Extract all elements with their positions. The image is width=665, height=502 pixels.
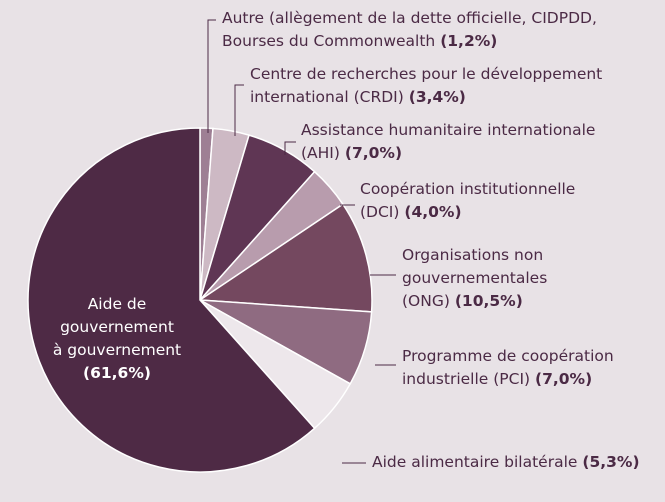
category-label: Organisations non gouvernementales (ONG) — [402, 246, 548, 310]
slice-label: Coopération institutionnelle (DCI) (4,0%… — [360, 178, 575, 224]
slice-label: Aide alimentaire bilatérale (5,3%) — [372, 451, 640, 474]
value-label: (61,6%) — [83, 364, 151, 382]
pie-slice — [197, 203, 373, 313]
value-label: (1,2%) — [440, 32, 498, 50]
value-label: (7,0%) — [535, 370, 593, 388]
value-label: (3,4%) — [408, 88, 466, 106]
category-label: Coopération institutionnelle (DCI) — [360, 180, 576, 221]
slice-label: Assistance humanitaire internationale (A… — [301, 119, 595, 165]
slice-label: Centre de recherches pour le développeme… — [250, 63, 602, 109]
leader-line — [234, 84, 244, 136]
slice-label: Programme de coopération industrielle (P… — [402, 345, 614, 391]
slice-label: Autre (allègement de la dette officielle… — [222, 7, 597, 53]
slice-label: Aide de gouvernement à gouvernement (61,… — [37, 293, 197, 385]
slice-label: Organisations non gouvernementales (ONG)… — [402, 244, 547, 313]
pie-slice — [27, 127, 316, 473]
value-label: (7,0%) — [344, 144, 403, 162]
category-label: Aide alimentaire bilatérale — [372, 453, 578, 471]
leader-line — [207, 19, 216, 133]
leader-line — [284, 141, 296, 155]
category-label: Assistance humanitaire internationale (A… — [301, 121, 596, 162]
value-label: (10,5%) — [454, 292, 523, 310]
category-label: Centre de recherches pour le développeme… — [250, 65, 603, 106]
category-label: Aide de gouvernement à gouvernement — [52, 295, 182, 359]
category-label: Autre (allègement de la dette officielle… — [222, 9, 597, 50]
value-label: (5,3%) — [582, 453, 640, 471]
value-label: (4,0%) — [404, 203, 462, 221]
category-label: Programme de coopération industrielle (P… — [402, 347, 614, 388]
